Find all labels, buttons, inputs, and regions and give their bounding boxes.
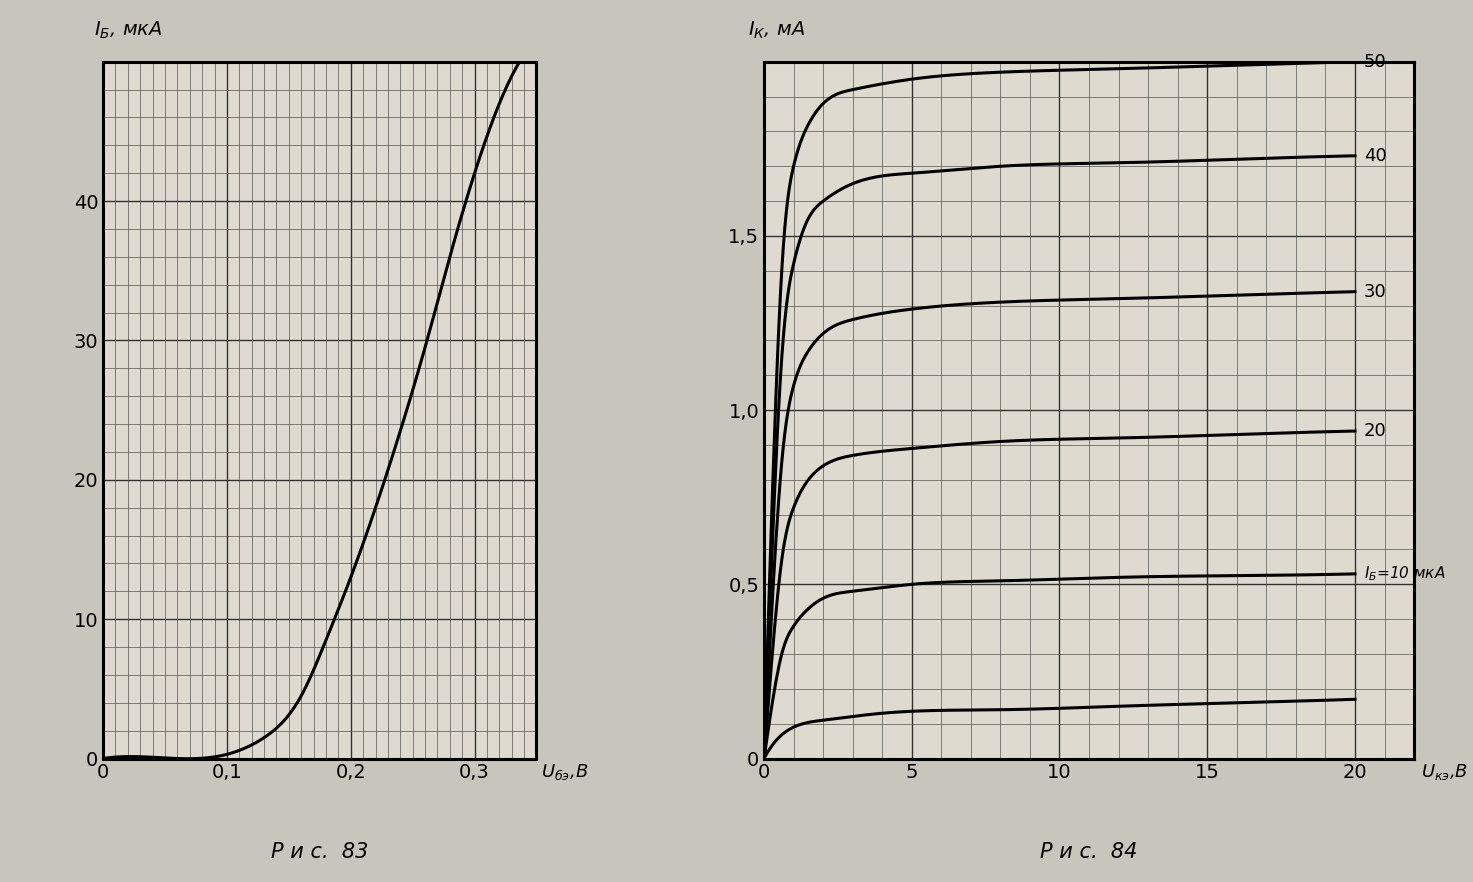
Text: 20: 20 [1364,422,1386,440]
Text: $I_{Б}$=10 мкА: $I_{Б}$=10 мкА [1364,564,1445,583]
Text: $U_{кэ}$,В: $U_{кэ}$,В [1420,762,1467,782]
Text: Р и с.  84: Р и с. 84 [1040,842,1137,862]
Text: $I_{К}$, мА: $I_{К}$, мА [748,19,804,41]
Text: 30: 30 [1364,282,1386,301]
Text: 50: 50 [1364,53,1386,71]
Text: 40: 40 [1364,146,1386,165]
Text: $U_{бэ}$,В: $U_{бэ}$,В [541,762,588,782]
Text: Р и с.  83: Р и с. 83 [271,842,368,862]
Text: $I_{Б}$, мкА: $I_{Б}$, мкА [94,19,164,41]
